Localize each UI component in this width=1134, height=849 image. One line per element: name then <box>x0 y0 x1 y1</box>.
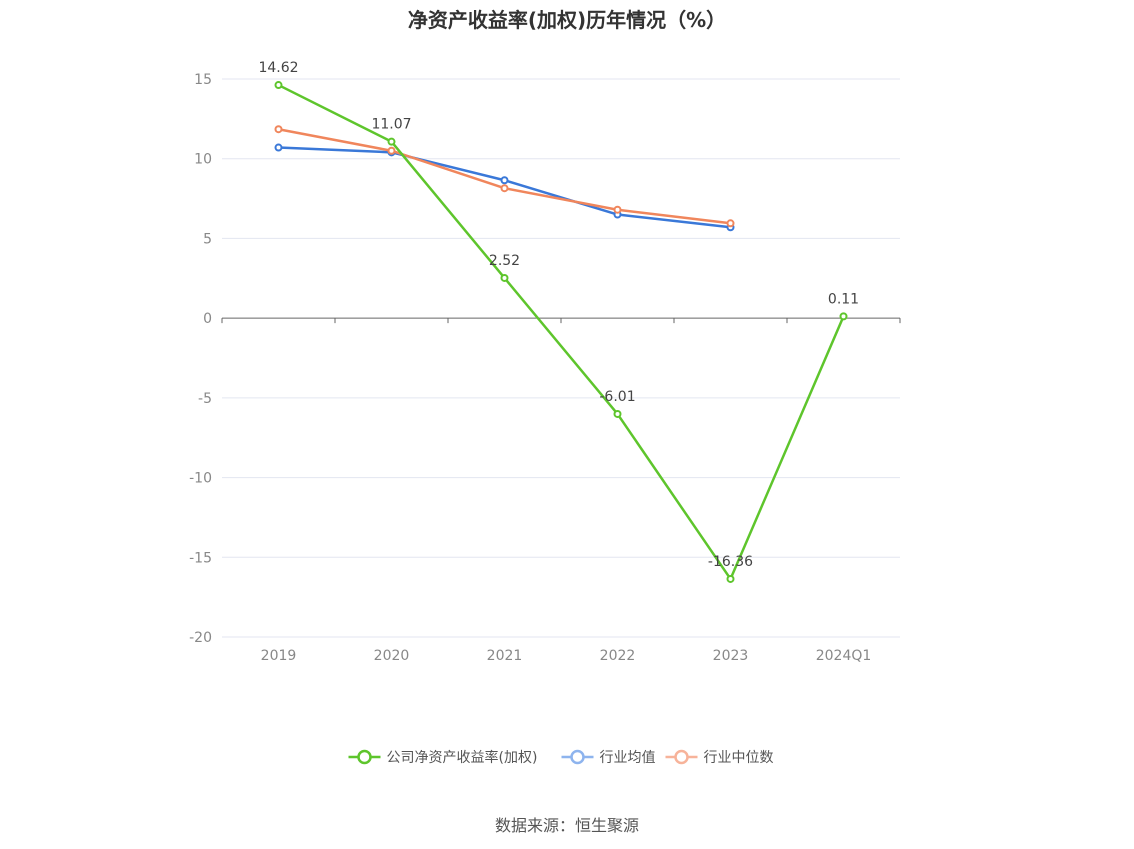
data-point[interactable] <box>726 219 735 228</box>
legend-marker-icon <box>674 749 689 765</box>
y-tick-label: 15 <box>194 72 212 88</box>
x-tick-label: 2024Q1 <box>816 648 872 664</box>
data-point[interactable] <box>274 143 283 152</box>
y-tick-label: -20 <box>189 630 212 646</box>
data-point[interactable] <box>613 409 622 418</box>
data-point[interactable] <box>274 125 283 134</box>
grid-layer <box>222 78 900 638</box>
data-point[interactable] <box>500 184 509 193</box>
x-tick-label: 2022 <box>600 648 636 664</box>
data-point[interactable] <box>387 146 396 155</box>
legend-marker-icon <box>357 749 372 765</box>
legend-item[interactable]: 行业中位数 <box>665 749 774 766</box>
data-point[interactable] <box>500 273 509 282</box>
legend-label: 行业均值 <box>600 750 656 766</box>
axis-layer: 15 10 5 0 -5 -10 -15 -20 2019 2020 2021 2022 2023 202… <box>189 72 901 664</box>
series-line <box>277 83 845 581</box>
y-tick-label: 0 <box>203 311 212 327</box>
x-tick-label: 2021 <box>487 648 523 664</box>
data-point[interactable] <box>387 137 396 146</box>
y-tick-label: 5 <box>203 231 212 247</box>
data-point[interactable] <box>274 81 283 90</box>
legend-label: 行业中位数 <box>704 750 774 766</box>
y-tick-label: -15 <box>189 550 212 566</box>
data-point[interactable] <box>500 176 509 185</box>
x-tick-label: 2023 <box>713 648 749 664</box>
y-tick-label: -5 <box>198 391 212 407</box>
y-tick-label: 10 <box>194 152 212 168</box>
y-tick-label: -10 <box>189 471 212 487</box>
chart-title: 净资产收益率(加权)历年情况（%） <box>407 8 727 32</box>
data-label: 11.07 <box>371 117 411 133</box>
legend-item[interactable]: 公司净资产收益率(加权) <box>348 749 538 766</box>
data-label: -6.01 <box>599 389 635 405</box>
series-layer <box>274 81 848 583</box>
data-label: 14.62 <box>258 60 298 76</box>
data-point[interactable] <box>839 312 848 321</box>
data-label-layer: 14.62 11.07 2.52 -6.01 -16.36 0.11 <box>258 60 859 570</box>
x-tick-label: 2020 <box>374 648 410 664</box>
x-tick-label: 2019 <box>261 648 297 664</box>
data-source-note: 数据来源：恒生聚源 <box>494 816 639 835</box>
legend-marker-icon <box>570 749 585 765</box>
legend[interactable]: 公司净资产收益率(加权) 行业均值 行业中位数 <box>348 749 774 766</box>
data-point[interactable] <box>726 574 735 583</box>
data-label: 2.52 <box>489 253 520 269</box>
legend-label: 公司净资产收益率(加权) <box>387 749 538 766</box>
legend-item[interactable]: 行业均值 <box>561 749 656 766</box>
data-label: -16.36 <box>708 554 753 570</box>
data-label: 0.11 <box>828 291 859 307</box>
data-point[interactable] <box>613 205 622 214</box>
